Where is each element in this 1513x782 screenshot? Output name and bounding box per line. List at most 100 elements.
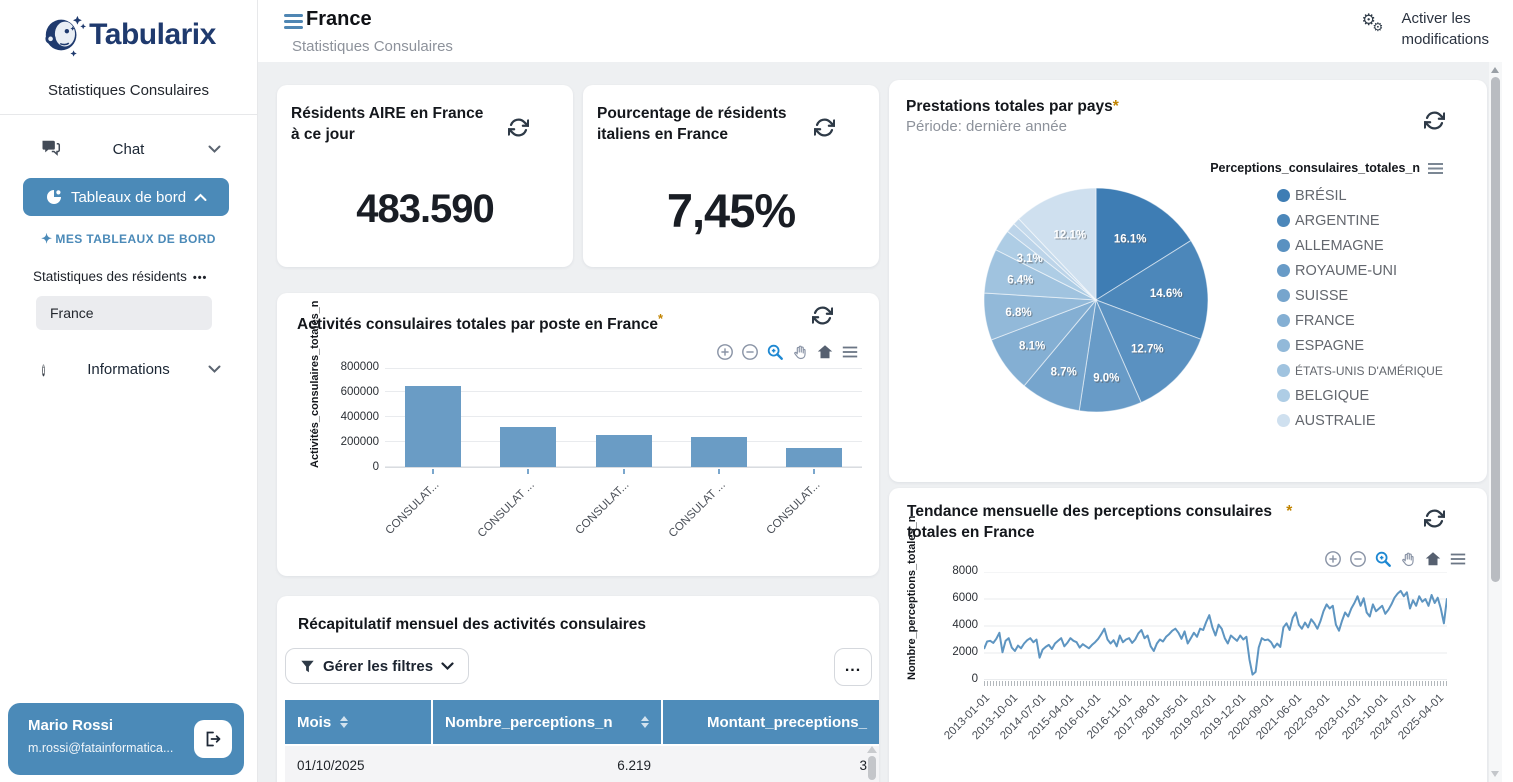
refresh-icon[interactable] bbox=[811, 305, 834, 331]
pie-card-title: Prestations totales par pays* bbox=[906, 98, 1119, 115]
table-scrollbar-thumb[interactable] bbox=[868, 756, 876, 780]
column-header-nombre_perceptions_n[interactable]: Nombre_perceptions_n bbox=[433, 700, 663, 744]
legend-item[interactable]: ESPAGNE bbox=[1277, 333, 1482, 358]
pie-slice[interactable] bbox=[1094, 239, 1209, 340]
logout-button[interactable] bbox=[194, 720, 232, 758]
plot-menu-icon[interactable] bbox=[841, 343, 859, 361]
refresh-icon[interactable] bbox=[507, 117, 530, 143]
scroll-up-icon[interactable] bbox=[1491, 67, 1499, 73]
legend-item[interactable]: ALLEMAGNE bbox=[1277, 233, 1482, 258]
legend-item[interactable]: ÉTATS-UNIS D'AMÉRIQUE bbox=[1277, 358, 1482, 383]
pie-chart[interactable]: 16.1%16.1%14.6%14.6%12.7%12.7%9.0%9.0%8.… bbox=[982, 186, 1210, 414]
table-card: Récapitulatif mensuel des activités cons… bbox=[277, 596, 879, 782]
home-icon[interactable] bbox=[816, 343, 834, 361]
table-more-button[interactable]: ... bbox=[834, 648, 872, 686]
bar-3[interactable] bbox=[595, 435, 652, 467]
legend-title-row: Perceptions_consulaires_totales_n bbox=[1210, 161, 1444, 175]
column-header-mois[interactable]: Mois bbox=[285, 700, 433, 744]
pan-hand-icon[interactable] bbox=[791, 343, 809, 361]
pie-slice[interactable] bbox=[1018, 187, 1097, 302]
table-row[interactable]: 01/10/2025 6.219 3 bbox=[285, 744, 879, 782]
box-zoom-icon[interactable] bbox=[1374, 550, 1392, 568]
x-tick bbox=[431, 469, 434, 474]
plot-menu-icon[interactable] bbox=[1449, 550, 1467, 568]
bar-y-ticks: 0 200000 400000 600000 800000 bbox=[333, 361, 379, 473]
x-tick-label: CONSULAT... bbox=[573, 479, 632, 538]
sidebar-item-my-dashboards[interactable]: ✦ MES TABLEAUX DE BORD bbox=[0, 231, 257, 247]
sort-icon[interactable] bbox=[340, 716, 349, 728]
legend-item[interactable]: FRANCE bbox=[1277, 308, 1482, 333]
content-scrollbar-thumb[interactable] bbox=[1491, 77, 1500, 582]
robot-logo-icon bbox=[45, 15, 87, 57]
x-tick-label: CONSULAT ... bbox=[666, 479, 728, 541]
user-card: Mario Rossi m.rossi@fatainformatica... bbox=[8, 703, 244, 775]
activate-edits-label: Activer les modifications bbox=[1401, 10, 1489, 48]
zoom-in-icon[interactable] bbox=[716, 343, 734, 361]
bar-1[interactable] bbox=[404, 385, 461, 467]
legend-menu-icon[interactable] bbox=[1427, 162, 1444, 175]
user-email: m.rossi@fatainformatica... bbox=[28, 741, 174, 755]
line-series[interactable] bbox=[984, 589, 1447, 676]
app-logo: Tabularix bbox=[0, 12, 257, 58]
sidebar-group-residents[interactable]: Statistiques des résidents ••• bbox=[33, 269, 207, 284]
activate-edits-button[interactable]: ⚙ ⚙ Activer les modifications bbox=[1361, 8, 1489, 50]
chevron-up-icon bbox=[194, 193, 207, 201]
more-dots-icon[interactable]: ••• bbox=[192, 272, 208, 284]
content-scrollbar[interactable] bbox=[1489, 62, 1502, 782]
table-cell: 6.219 bbox=[617, 757, 651, 773]
column-header-montant_preceptions_[interactable]: Montant_preceptions_ bbox=[663, 700, 879, 744]
scroll-down-icon[interactable] bbox=[1491, 771, 1499, 777]
legend-item[interactable]: ROYAUME-UNI bbox=[1277, 258, 1482, 283]
legend-item[interactable]: BRÉSIL bbox=[1277, 183, 1482, 208]
legend-item[interactable]: ARGENTINE bbox=[1277, 208, 1482, 233]
zoom-in-icon[interactable] bbox=[1324, 550, 1342, 568]
home-icon[interactable] bbox=[1424, 550, 1442, 568]
refresh-icon[interactable] bbox=[813, 117, 836, 143]
sidebar-item-informations[interactable]: i Informations bbox=[0, 353, 257, 387]
box-zoom-icon[interactable] bbox=[766, 343, 784, 361]
hamburger-menu-icon[interactable] bbox=[284, 14, 303, 29]
pie-slice-label: 6.4% bbox=[1007, 275, 1033, 287]
svg-text:14.6%: 14.6% bbox=[1151, 289, 1184, 301]
bar-2[interactable] bbox=[500, 427, 557, 467]
dashboard-gauge-icon bbox=[46, 190, 61, 204]
chat-icon bbox=[40, 139, 62, 161]
manage-filters-button[interactable]: Gérer les filtres bbox=[285, 648, 470, 684]
sidebar-item-dashboards[interactable]: Tableaux de bord bbox=[23, 178, 229, 216]
sidebar-item-france[interactable]: France bbox=[36, 296, 212, 330]
refresh-icon[interactable] bbox=[1423, 508, 1446, 534]
legend-label: BRÉSIL bbox=[1295, 187, 1347, 204]
legend-item[interactable]: SUISSE bbox=[1277, 283, 1482, 308]
refresh-icon[interactable] bbox=[1423, 110, 1446, 136]
sparkle-icon: ✦ bbox=[41, 231, 53, 246]
pan-hand-icon[interactable] bbox=[1399, 550, 1417, 568]
bar-4[interactable] bbox=[690, 437, 747, 467]
legend-item[interactable]: AUSTRALIE bbox=[1277, 408, 1482, 433]
bar-5[interactable] bbox=[786, 447, 843, 467]
scroll-up-icon[interactable] bbox=[867, 746, 877, 753]
sidebar-divider bbox=[0, 114, 257, 115]
legend-dot bbox=[1277, 214, 1290, 227]
bar-y-axis-label: Activités_consulaires_totales_n bbox=[309, 300, 321, 468]
pie-chart-card: Prestations totales par pays* Période: d… bbox=[889, 80, 1487, 482]
column-header-label: Montant_preceptions_ bbox=[706, 713, 867, 731]
content-right-gutter bbox=[1502, 62, 1513, 782]
sidebar-item-chat[interactable]: Chat bbox=[0, 133, 257, 167]
zoom-out-icon[interactable] bbox=[741, 343, 759, 361]
svg-text:12.1%: 12.1% bbox=[1055, 231, 1088, 243]
pie-slice[interactable] bbox=[1095, 187, 1192, 301]
chevron-down-icon bbox=[208, 141, 221, 159]
line-plot-area[interactable] bbox=[984, 572, 1447, 680]
sort-icon[interactable] bbox=[641, 716, 649, 728]
legend-dot bbox=[1277, 189, 1290, 202]
legend-label: FRANCE bbox=[1295, 312, 1355, 329]
bar-plot-area[interactable] bbox=[385, 368, 862, 474]
bar-x-tick-labels: CONSULAT... CONSULAT ... CONSULAT... CONSUL… bbox=[383, 473, 862, 568]
legend-item[interactable]: BELGIQUE bbox=[1277, 383, 1482, 408]
table-scrollbar[interactable] bbox=[867, 746, 877, 782]
pie-slice[interactable] bbox=[1095, 299, 1202, 404]
bar-chart-card: Activités consulaires totales par poste … bbox=[277, 293, 879, 576]
zoom-out-icon[interactable] bbox=[1349, 550, 1367, 568]
table-card-title: Récapitulatif mensuel des activités cons… bbox=[298, 616, 647, 633]
